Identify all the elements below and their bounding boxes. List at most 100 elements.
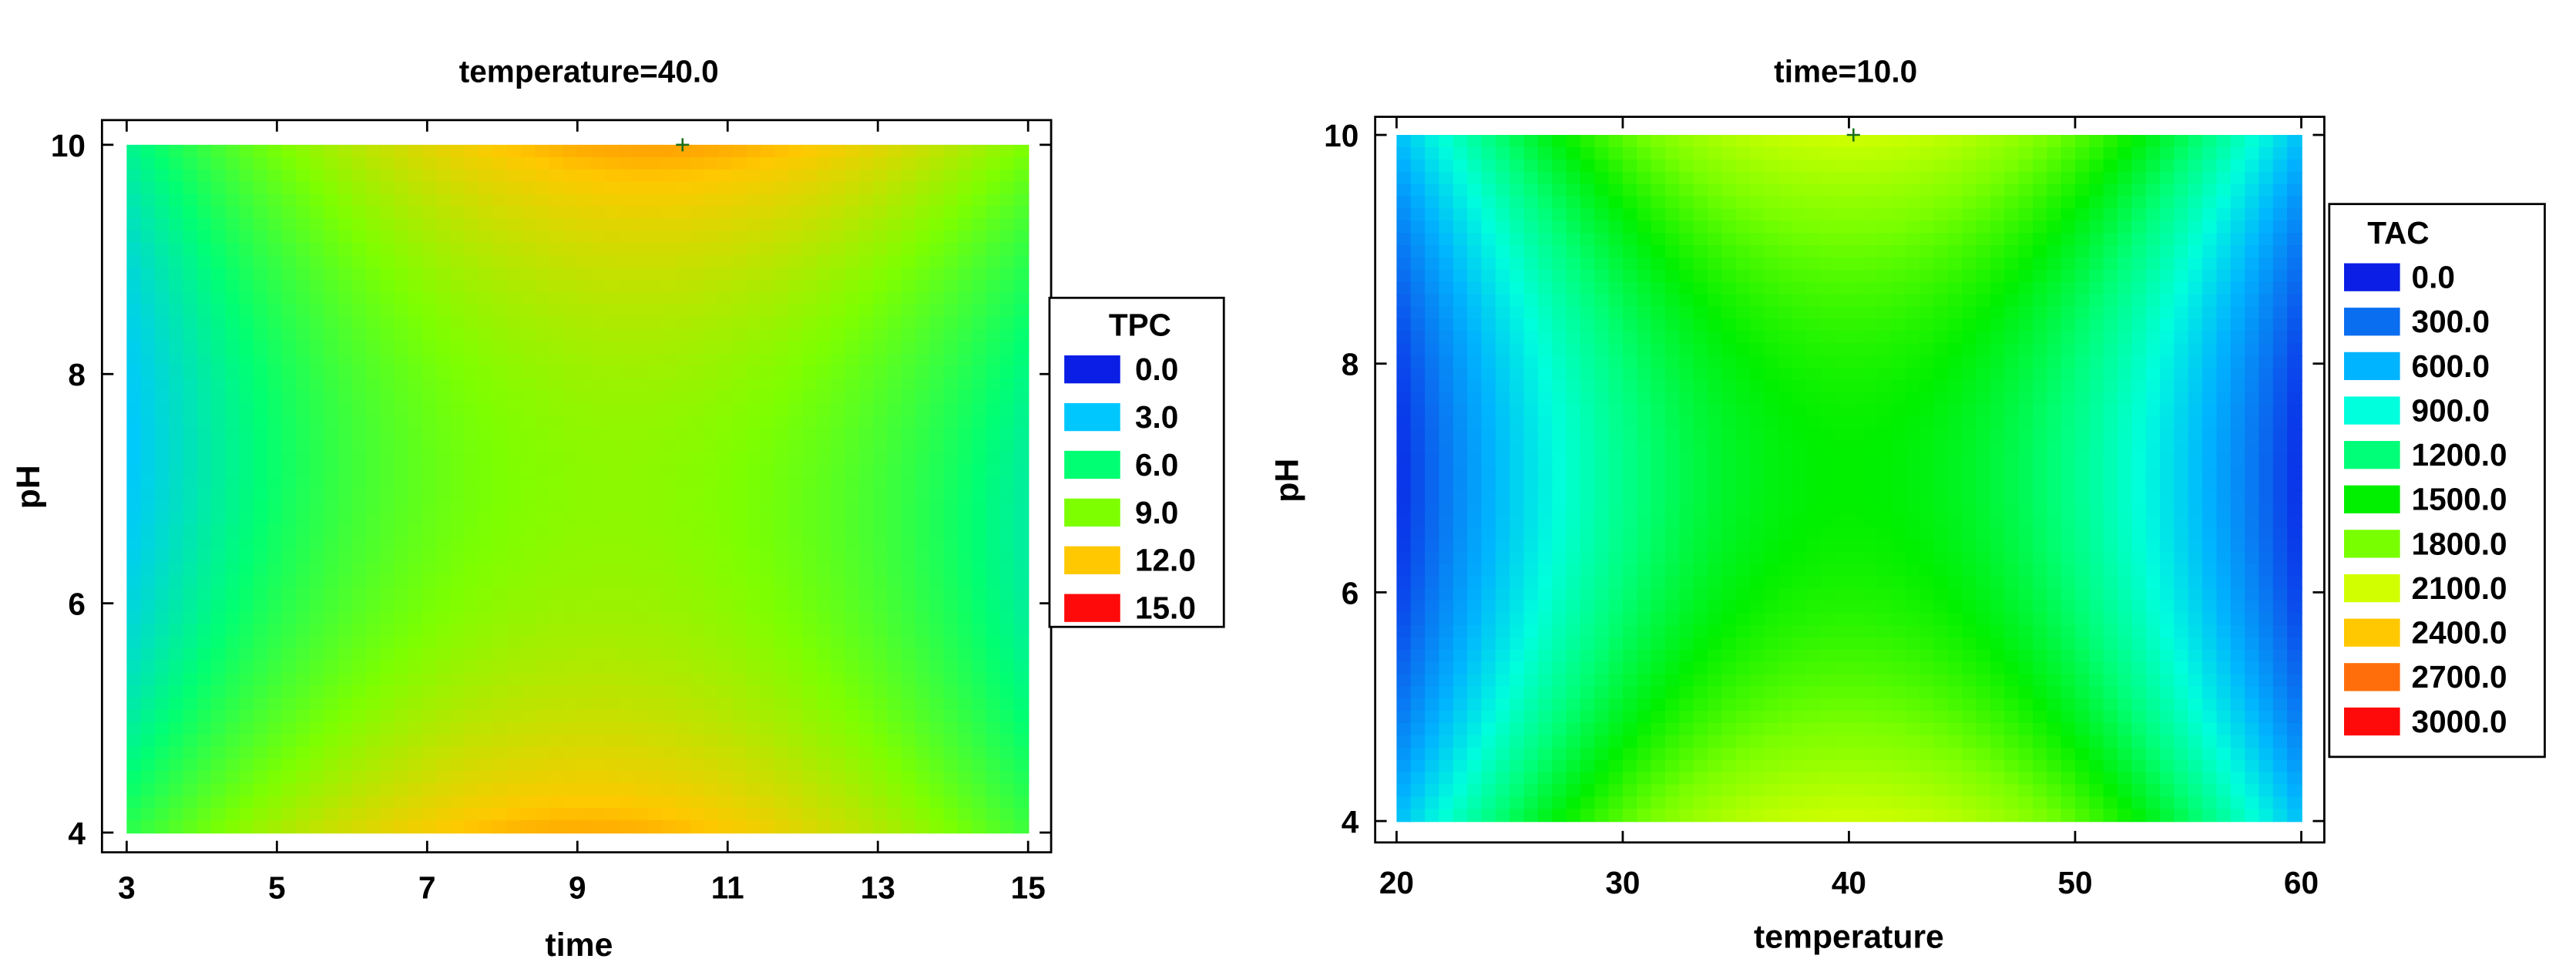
heatmap-cell	[1410, 796, 1426, 810]
heatmap-cell	[1523, 392, 1540, 405]
heatmap-cell	[873, 525, 888, 539]
heatmap-cell	[1552, 343, 1567, 357]
heatmap-cell	[380, 525, 395, 539]
heatmap-cell	[760, 587, 776, 601]
heatmap-cell	[1537, 146, 1553, 161]
heatmap-cell	[211, 660, 227, 675]
heatmap-cell	[126, 611, 142, 625]
heatmap-cell	[732, 808, 747, 822]
heatmap-cell	[817, 341, 832, 355]
heatmap-cell	[408, 648, 424, 662]
heatmap-cell	[211, 648, 227, 662]
heatmap-cell	[1608, 649, 1624, 663]
heatmap-cell	[591, 402, 607, 416]
heatmap-cell	[901, 525, 917, 539]
heatmap-cell	[605, 193, 621, 207]
heatmap-cell	[1721, 637, 1737, 651]
heatmap-cell	[999, 452, 1016, 466]
heatmap-cell	[196, 734, 213, 748]
heatmap-cell	[492, 574, 509, 588]
heatmap-cell	[281, 316, 297, 331]
heatmap-cell	[788, 562, 804, 576]
heatmap-cell	[774, 193, 790, 207]
heatmap-cell	[253, 402, 269, 416]
heatmap-cell	[887, 341, 902, 355]
heatmap-cell	[1467, 759, 1483, 773]
heatmap-cell	[957, 365, 973, 379]
heatmap-cell	[1495, 269, 1511, 284]
heatmap-cell	[831, 722, 846, 735]
heatmap-cell	[943, 624, 959, 638]
heatmap-cell	[535, 292, 551, 306]
heatmap-cell	[1721, 171, 1737, 185]
heatmap-cell	[1679, 527, 1694, 540]
heatmap-cell	[972, 181, 987, 195]
heatmap-cell	[408, 415, 424, 429]
heatmap-cell	[1481, 600, 1497, 614]
heatmap-cell	[1679, 551, 1694, 565]
heatmap-cell	[957, 181, 973, 195]
heatmap-cell	[225, 660, 240, 675]
heatmap-cell	[577, 709, 593, 723]
heatmap-cell	[1566, 146, 1582, 161]
heatmap-cell	[1425, 809, 1440, 823]
heatmap-cell	[1523, 784, 1540, 798]
heatmap-cell	[479, 292, 494, 306]
heatmap-cell	[986, 537, 1001, 551]
heatmap-cell	[324, 636, 339, 650]
heatmap-cell	[1721, 441, 1737, 455]
heatmap-cell	[1637, 722, 1652, 737]
heatmap-cell	[986, 328, 1001, 343]
heatmap-cell	[563, 648, 579, 662]
heatmap-cell	[465, 206, 480, 220]
heatmap-cell	[577, 144, 593, 159]
heatmap-cell	[281, 513, 297, 527]
heatmap-cell	[196, 316, 213, 331]
heatmap-cell	[408, 378, 424, 392]
heatmap-cell	[465, 771, 480, 785]
heatmap-cell	[1566, 747, 1582, 761]
heatmap-cell	[169, 476, 184, 490]
heatmap-cell	[338, 365, 354, 379]
heatmap-cell	[873, 267, 888, 281]
heatmap-cell	[1453, 564, 1469, 577]
heatmap-cell	[929, 292, 945, 306]
heatmap-cell	[1552, 576, 1567, 590]
heatmap-cell	[887, 796, 902, 809]
heatmap-cell	[577, 353, 593, 367]
heatmap-cell	[929, 452, 945, 466]
heatmap-cell	[479, 709, 494, 723]
heatmap-cell	[479, 255, 494, 269]
heatmap-cell	[647, 709, 663, 723]
heatmap-cell	[633, 439, 649, 453]
heatmap-cell	[183, 304, 199, 318]
heatmap-cell	[324, 746, 339, 760]
heatmap-cell	[873, 206, 888, 220]
heatmap-cell	[760, 672, 776, 687]
heatmap-cell	[183, 193, 199, 207]
heatmap-cell	[620, 255, 635, 269]
heatmap-cell	[521, 672, 536, 687]
heatmap-cell	[196, 144, 213, 159]
heatmap-cell	[1580, 171, 1596, 185]
heatmap-cell	[1481, 698, 1497, 712]
heatmap-cell	[704, 660, 720, 675]
heatmap-cell	[140, 255, 156, 269]
heatmap-cell	[845, 550, 861, 564]
heatmap-cell	[633, 365, 649, 379]
heatmap-cell	[154, 144, 170, 159]
legend-label: 9.0	[1135, 495, 1178, 530]
heatmap-cell	[1396, 600, 1412, 614]
heatmap-cell	[549, 783, 565, 797]
heatmap-cell	[1637, 220, 1652, 234]
heatmap-cell	[802, 648, 818, 662]
heatmap-cell	[1664, 466, 1681, 479]
heatmap-cell	[338, 796, 354, 809]
heatmap-cell	[661, 587, 677, 601]
heatmap-cell	[479, 464, 494, 478]
heatmap-cell	[929, 574, 945, 588]
heatmap-cell	[915, 574, 931, 588]
heatmap-cell	[1693, 576, 1709, 590]
heatmap-cell	[506, 464, 522, 478]
heatmap-cell	[661, 525, 677, 539]
